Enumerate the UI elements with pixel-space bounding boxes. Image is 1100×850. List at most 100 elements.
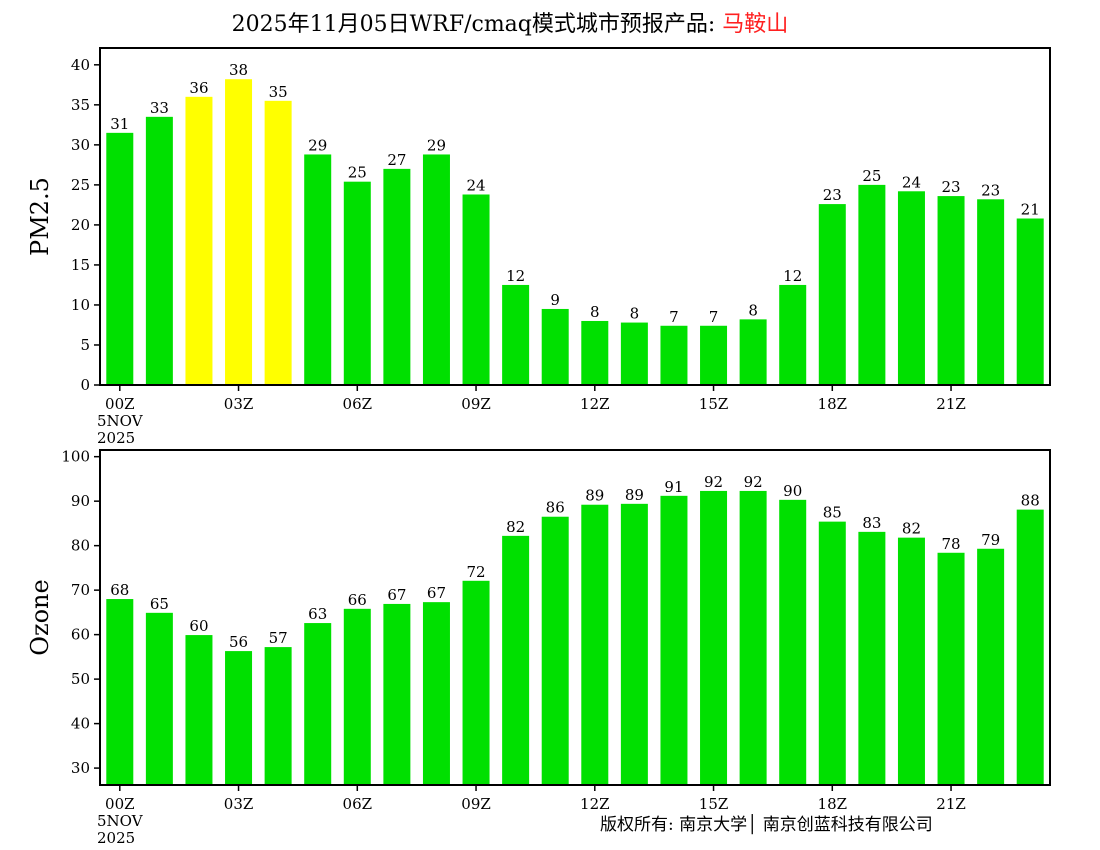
date-label: 5NOV [97,412,144,430]
plot-frame [99,449,1051,786]
title-text: 2025年11月05日WRF/cmaq模式城市预报产品: [231,12,723,37]
bar [937,552,965,785]
data-label: 92 [704,473,723,491]
y-axis-label: PM2.5 [26,177,54,256]
bar [225,651,253,785]
data-label: 24 [466,176,485,194]
y-tick-label: 15 [71,256,90,274]
bar [225,79,253,385]
bar [145,612,173,785]
data-label: 8 [748,301,758,319]
y-tick-label: 50 [71,670,90,688]
bar [502,535,530,785]
y-tick-label: 70 [71,581,90,599]
x-tick-label: 09Z [461,795,491,813]
data-label: 7 [709,308,719,326]
y-axis-label: Ozone [26,579,54,655]
bar [383,168,411,385]
data-label: 86 [546,499,565,517]
y-tick-label: 0 [80,376,90,394]
date-label: 2025 [97,429,135,447]
bar [858,184,886,385]
x-tick-label: 18Z [818,395,848,413]
data-label: 29 [308,136,327,154]
data-label: 57 [269,629,288,647]
y-tick-label: 5 [80,336,90,354]
y-tick-label: 30 [71,759,90,777]
date-label: 2025 [97,829,135,847]
bar [185,635,213,785]
bar [422,154,450,385]
panel-pm2-5: 31 33 36 38 35 29 25 27 29 24 12 9 8 8 7 7 8 12 23 25 24 23 23… [26,47,1051,447]
bar [739,490,767,785]
title-city: 马鞍山 [722,12,789,37]
y-tick-label: 80 [71,537,90,555]
bar [1016,218,1044,385]
x-tick-label: 00Z [105,795,135,813]
bar [897,191,925,385]
bar [304,154,332,385]
bar [620,503,648,785]
data-label: 12 [783,267,802,285]
y-tick-label: 20 [71,216,90,234]
data-label: 72 [466,563,485,581]
bar [343,608,371,785]
data-label: 56 [229,633,248,651]
data-label: 36 [189,79,208,97]
bar [462,580,490,785]
y-tick-label: 25 [71,176,90,194]
data-label: 63 [308,605,327,623]
data-label: 25 [862,167,881,185]
x-tick-label: 06Z [343,795,373,813]
bar [264,647,292,785]
data-label: 67 [427,584,446,602]
bar [700,325,728,385]
data-label: 88 [1021,492,1040,510]
data-label: 78 [941,535,960,553]
bar [581,320,609,385]
data-label: 23 [941,178,960,196]
data-label: 60 [189,617,208,635]
data-label: 25 [348,164,367,182]
bar [739,319,767,385]
data-label: 31 [110,115,129,133]
bar [422,602,450,785]
copyright-footer: 版权所有: 南京大学│ 南京创蓝科技有限公司 [600,815,933,835]
bar [897,537,925,785]
bar [977,199,1005,385]
data-label: 66 [348,591,367,609]
x-tick-label: 00Z [105,395,135,413]
x-tick-label: 18Z [818,795,848,813]
y-tick-label: 90 [71,492,90,510]
x-tick-label: 15Z [699,395,729,413]
date-label: 5NOV [97,812,144,830]
bar [937,196,965,385]
data-label: 21 [1021,201,1040,219]
data-label: 79 [981,531,1000,549]
data-label: 89 [625,486,644,504]
x-tick-label: 21Z [936,395,966,413]
data-label: 38 [229,61,248,79]
data-label: 82 [902,520,921,538]
data-label: 83 [862,514,881,532]
bar [977,548,1005,785]
bar [462,194,490,385]
x-tick-label: 15Z [699,795,729,813]
x-tick-label: 06Z [343,395,373,413]
data-label: 23 [981,181,1000,199]
y-tick-label: 40 [71,56,90,74]
data-label: 82 [506,518,525,536]
y-tick-label: 60 [71,626,90,644]
data-label: 23 [823,186,842,204]
y-tick-label: 35 [71,96,90,114]
data-label: 67 [387,586,406,604]
data-label: 12 [506,267,525,285]
bar [779,499,807,785]
x-tick-label: 09Z [461,395,491,413]
bar [145,116,173,386]
bar [264,100,292,385]
bar [620,322,648,385]
data-label: 33 [150,99,169,117]
data-label: 89 [585,487,604,505]
